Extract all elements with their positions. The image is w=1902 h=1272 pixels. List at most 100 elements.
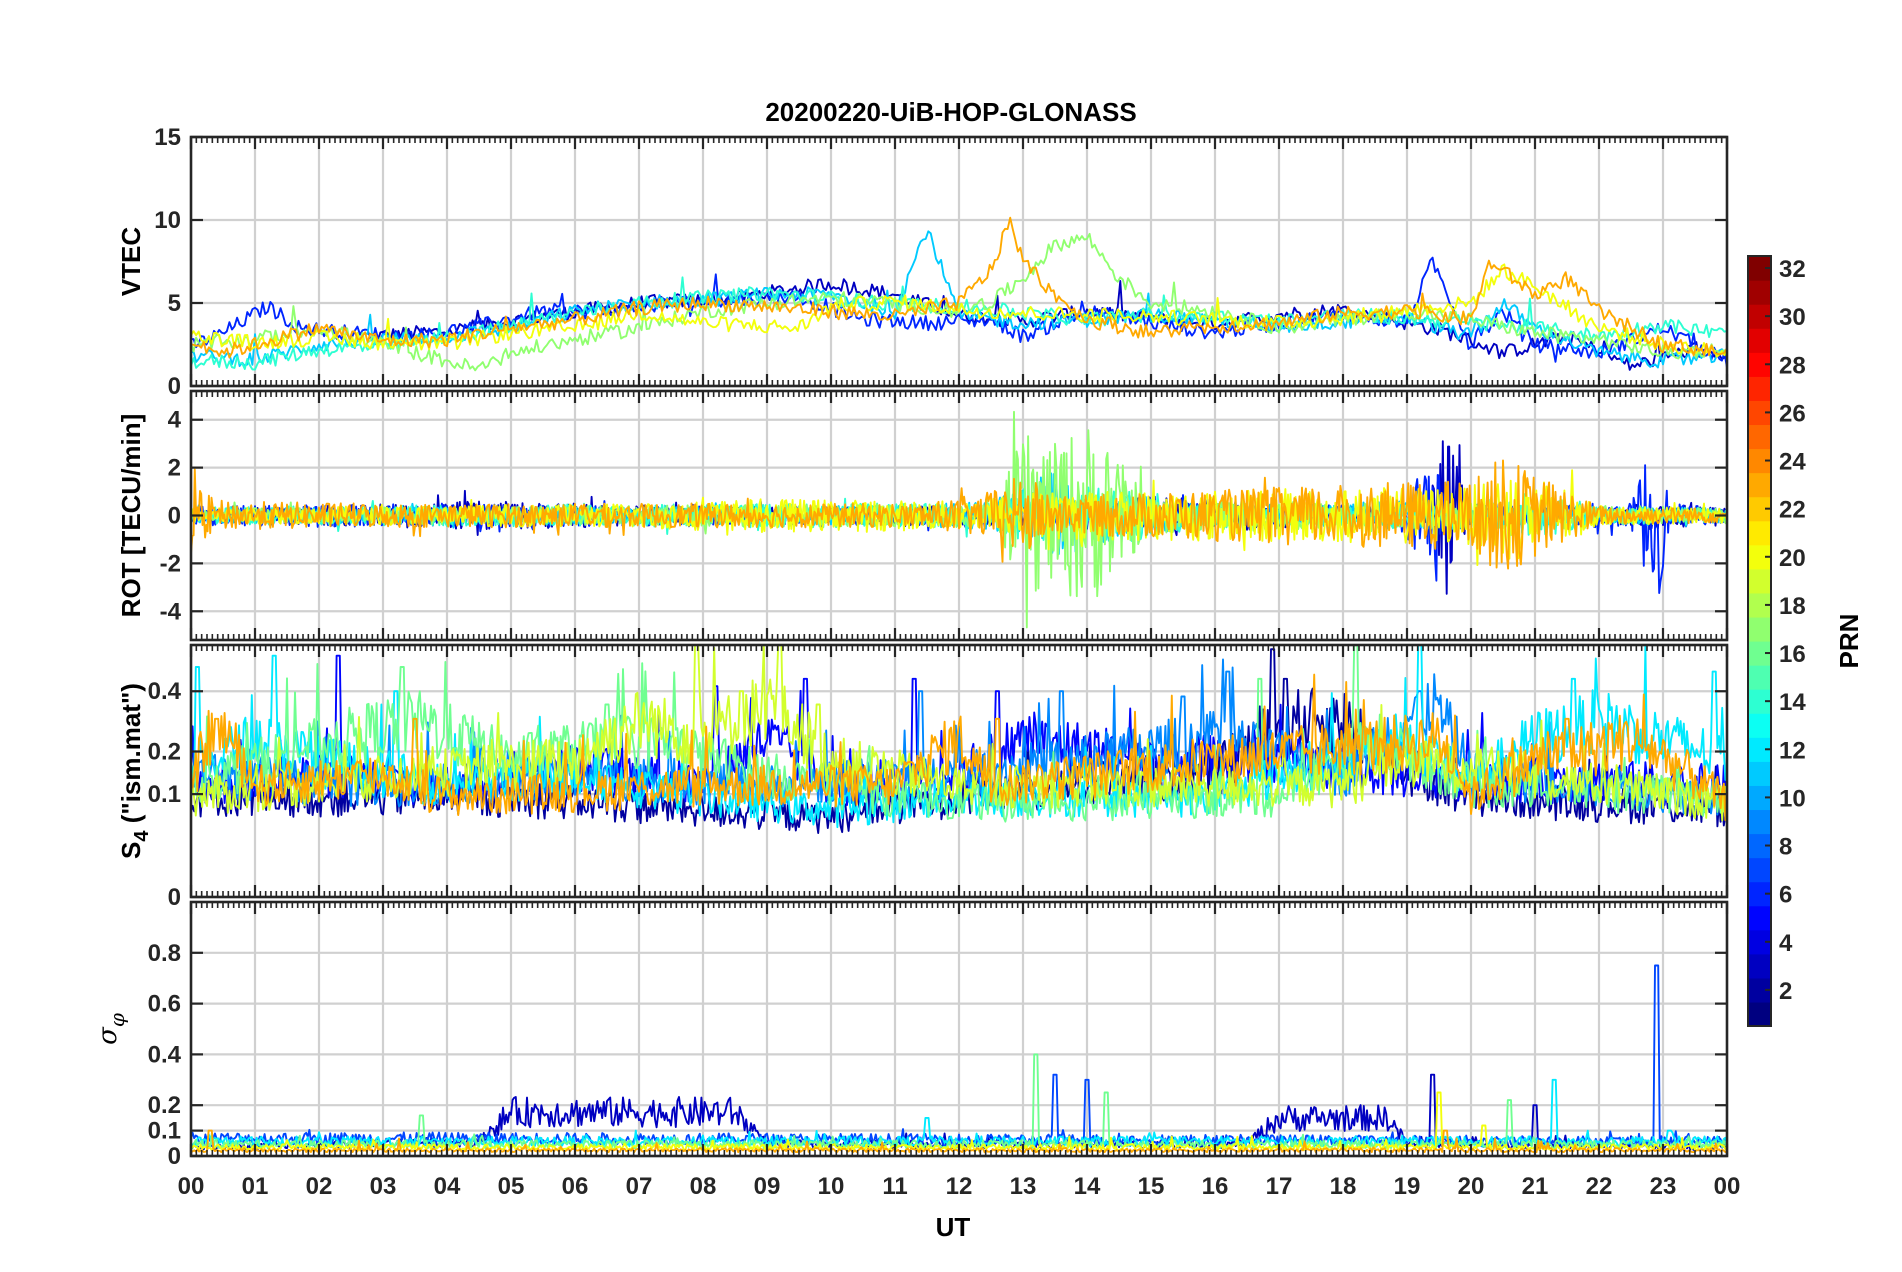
colorbar-tick-label: 8 [1779, 834, 1792, 861]
x-tick-label: 08 [690, 1173, 717, 1200]
colorbar-swatch [1748, 1001, 1771, 1027]
colorbar-swatch [1748, 905, 1771, 931]
colorbar-swatch [1748, 520, 1771, 546]
colorbar-swatch [1748, 881, 1771, 907]
colorbar-swatch [1748, 785, 1771, 811]
y-tick-label: 0.4 [148, 1041, 182, 1068]
x-tick-label: 09 [754, 1173, 781, 1200]
data-layer [191, 410, 1727, 629]
colorbar-swatch [1748, 977, 1771, 1003]
x-tick-label: 05 [498, 1173, 525, 1200]
colorbar-swatch [1748, 929, 1771, 955]
colorbar-swatch [1748, 833, 1771, 859]
colorbar-swatch [1748, 713, 1771, 738]
y-tick-label: -4 [160, 598, 182, 625]
x-tick-label: 00 [1714, 1173, 1741, 1200]
y-tick-label: 0.4 [148, 678, 182, 705]
colorbar-tick-label: 32 [1779, 256, 1806, 283]
x-tick-label: 07 [626, 1173, 653, 1200]
data-layer [191, 216, 1727, 372]
x-tick-labels: 00 01 02 03 04 05 06 07 08 09 10 11 12 13 14 15 16 17 18 19… [178, 1173, 1741, 1200]
x-tick-label: 18 [1330, 1173, 1357, 1200]
colorbar-swatch [1748, 256, 1771, 281]
colorbar-label: PRN [1834, 614, 1864, 669]
colorbar-swatch [1748, 400, 1771, 426]
y-tick-label: 0 [168, 1143, 181, 1170]
y-tick-label: 10 [154, 207, 181, 234]
x-tick-label: 19 [1394, 1173, 1421, 1200]
x-tick-label: 22 [1586, 1173, 1613, 1200]
axes-box [189, 389, 1729, 642]
colorbar-tick-label: 22 [1779, 497, 1806, 524]
colorbar-swatch [1748, 424, 1771, 450]
axes-box [189, 135, 1729, 388]
y-axis-label: S4 ("ism.mat") [116, 683, 153, 859]
colorbar-swatch [1748, 592, 1771, 618]
y-tick-label: 0 [168, 884, 181, 911]
series-prn-6 [191, 256, 1727, 368]
colorbar-swatch [1748, 472, 1771, 498]
colorbar-tick-label: 18 [1779, 593, 1806, 620]
colorbar-swatch [1748, 809, 1771, 835]
series-prn-16 [191, 645, 1727, 823]
colorbar-swatch [1748, 352, 1771, 377]
x-tick-label: 14 [1074, 1173, 1101, 1200]
colorbar-tick-label: 12 [1779, 737, 1806, 764]
y-axis-label: VTEC [116, 227, 146, 297]
y-tick-label: 0.6 [148, 991, 181, 1018]
y-tick-label: 0.2 [148, 1092, 181, 1119]
y-axis-label: ROT [TECU/min] [116, 414, 146, 618]
colorbar-tick-label: 6 [1779, 882, 1792, 909]
y-tick-label: 0.2 [148, 739, 181, 766]
colorbar-tick-label: 10 [1779, 785, 1806, 812]
colorbar-swatch [1748, 448, 1771, 474]
colorbar-swatch [1748, 953, 1771, 979]
series-prn-23 [191, 673, 1727, 822]
x-tick-label: 13 [1010, 1173, 1037, 1200]
colorbar-swatch [1748, 641, 1771, 666]
y-tick-label: 4 [168, 407, 182, 434]
panel-3: 0 0.1 0.2 0.4S4 ("ism.mat") [116, 643, 1729, 911]
x-tick-label: 17 [1266, 1173, 1293, 1200]
colorbar-swatch [1748, 857, 1771, 883]
colorbar-swatch [1748, 544, 1771, 570]
colorbar-swatch [1748, 737, 1771, 762]
colorbar-tick-label: 24 [1779, 449, 1806, 476]
y-tick-label: 0.1 [148, 1118, 181, 1145]
series-prn-17 [191, 232, 1727, 372]
y-tick-label: 5 [168, 290, 181, 317]
colorbar-swatch [1748, 689, 1771, 714]
x-tick-label: 20 [1458, 1173, 1485, 1200]
colorbar-tick-label: 26 [1779, 400, 1806, 427]
y-tick-label: 0.8 [148, 940, 181, 967]
colorbar-tick-label: 28 [1779, 352, 1806, 379]
series-prn-12 [191, 1078, 1727, 1148]
colorbar-tick-label: 4 [1779, 930, 1793, 957]
x-tick-label: 00 [178, 1173, 205, 1200]
y-tick-label: 0 [168, 503, 181, 530]
x-tick-label: 15 [1138, 1173, 1165, 1200]
y-axis-label: σφ [93, 1013, 129, 1045]
x-tick-label: 23 [1650, 1173, 1677, 1200]
y-tick-label: -2 [160, 550, 181, 577]
x-tick-label: 04 [434, 1173, 461, 1200]
axes-frame: 0 5 10 15 [154, 124, 1729, 400]
colorbar-swatch [1748, 376, 1771, 401]
x-tick-label: 06 [562, 1173, 589, 1200]
x-tick-label: 11 [882, 1173, 907, 1200]
colorbar-swatch [1748, 665, 1771, 690]
colorbar-swatch [1748, 496, 1771, 522]
panel-4: 00.10.2 0.4 0.6 0.8 σφ [93, 900, 1729, 1170]
y-tick-label: 0.1 [148, 781, 181, 808]
x-tick-label: 10 [818, 1173, 845, 1200]
colorbar-swatch [1748, 616, 1771, 642]
axes-box [189, 643, 1729, 899]
colorbar-tick-label: 16 [1779, 641, 1806, 668]
y-tick-label: 2 [168, 455, 181, 482]
axes-box [189, 900, 1729, 1158]
x-tick-label: 21 [1522, 1173, 1549, 1200]
series-prn-23 [191, 459, 1727, 570]
axes-frame: 0 0.1 0.2 0.4 [148, 643, 1729, 911]
